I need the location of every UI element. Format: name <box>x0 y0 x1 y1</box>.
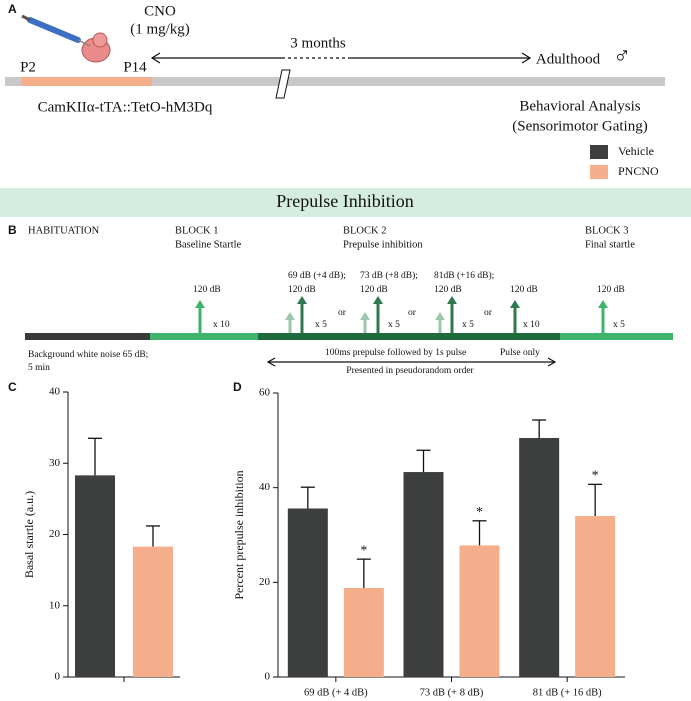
bar <box>403 472 444 677</box>
interval-arrow <box>150 52 532 64</box>
stimulus-label: 69 dB (+4 dB); <box>288 270 346 281</box>
arrow-head <box>510 300 520 308</box>
dose: (1 mg/kg) <box>130 21 190 37</box>
start-age: P2 <box>20 59 36 75</box>
bar <box>343 588 384 677</box>
note: 5 min <box>28 363 50 373</box>
significance: * <box>476 505 483 520</box>
arrow-head <box>598 300 608 308</box>
bar <box>519 437 560 677</box>
phase-title: BLOCK 2 <box>343 225 386 236</box>
banner-title: Prepulse Inhibition <box>276 191 414 211</box>
y-axis-label: Percent prepulse inhibition <box>232 470 246 599</box>
stimulus-label: 120 dB <box>360 285 388 295</box>
protocol-bar <box>25 333 673 340</box>
repeat: x 10 <box>213 320 230 330</box>
repeat: x 5 <box>388 320 400 330</box>
order-arrow <box>266 357 557 367</box>
panel-letter: A <box>8 2 17 16</box>
stimulus-label: 120 dB <box>434 285 462 295</box>
stimulus-label: 81dB (+16 dB); <box>434 270 494 281</box>
arrow-head <box>285 312 295 320</box>
injection-icon <box>21 14 111 63</box>
bar <box>459 545 500 677</box>
phase-title: HABITUATION <box>28 225 100 236</box>
arrow-head <box>447 296 457 304</box>
legend: Vehicle PNCNO <box>590 144 659 179</box>
arrow-head <box>360 312 370 320</box>
y-tick-label: 40 <box>259 481 271 493</box>
repeat: x 5 <box>315 320 327 330</box>
phase-subtitle: Prepulse inhibition <box>343 239 423 250</box>
phase-title: BLOCK 3 <box>585 225 628 236</box>
legend-label: PNCNO <box>618 164 659 178</box>
panel-letter: B <box>8 223 17 237</box>
y-tick-label: 40 <box>49 386 61 398</box>
x-tick-label: 73 dB (+ 8 dB) <box>420 687 484 698</box>
bar <box>75 475 115 677</box>
legend-swatch <box>590 145 608 159</box>
repeat: x 5 <box>462 320 474 330</box>
x-tick-label: 69 dB (+ 4 dB) <box>304 687 368 698</box>
y-tick-label: 0 <box>265 671 271 683</box>
repeat: x 10 <box>523 320 540 330</box>
stimulus-label: 120 dB <box>193 285 221 295</box>
analysis: Behavioral Analysis <box>519 98 640 114</box>
y-tick-label: 10 <box>49 599 61 611</box>
note: Presented in pseudorandom order <box>346 366 474 376</box>
stimulus-label: 120 dB <box>288 285 316 295</box>
separator: or <box>408 308 417 318</box>
significance: * <box>592 469 599 484</box>
bar <box>575 516 616 677</box>
separator: or <box>484 308 493 318</box>
arrow-head <box>373 296 383 304</box>
analysis: (Sensorimotor Gating) <box>512 118 647 134</box>
bar <box>287 508 328 677</box>
y-tick-label: 20 <box>49 528 61 540</box>
x-tick-label: 81 dB (+ 16 dB) <box>533 687 602 698</box>
timeline <box>5 77 665 86</box>
bar <box>133 546 173 677</box>
stimulus-label: 120 dB <box>597 285 625 295</box>
panel-letter: C <box>8 380 17 394</box>
y-axis-label: Basal startle (a.u.) <box>22 491 36 578</box>
separator: or <box>338 308 347 318</box>
treatment-window <box>22 77 152 86</box>
note: Background white noise 65 dB; <box>28 350 148 360</box>
banner <box>0 188 691 217</box>
note: Pulse only <box>500 348 540 358</box>
stimulus-arrows <box>195 296 608 333</box>
time-break <box>275 69 291 99</box>
adulthood: Adulthood <box>536 51 601 67</box>
stimulus-label: 120 dB <box>510 285 538 295</box>
phase-title: BLOCK 1 <box>175 225 218 236</box>
significance: * <box>360 543 367 558</box>
arrow-head <box>297 296 307 304</box>
stimulus-label: 73 dB (+8 dB); <box>360 270 418 281</box>
legend-swatch <box>590 165 608 179</box>
panel-letter: D <box>233 380 242 394</box>
interval: 3 months <box>290 35 346 51</box>
phase-subtitle: Baseline Startle <box>175 239 242 250</box>
phase-subtitle: Final startle <box>585 239 635 250</box>
end-age: P14 <box>123 59 147 75</box>
drug: CNO <box>144 3 176 19</box>
repeat: x 5 <box>613 320 625 330</box>
arrow-head <box>435 312 445 320</box>
charts: C Basal startle (a.u.) 0 10 20 30 40 D Percent p… <box>8 380 625 698</box>
y-tick-label: 60 <box>259 387 271 399</box>
arrow-head <box>195 300 205 308</box>
legend-label: Vehicle <box>618 144 654 158</box>
note: 100ms prepulse followed by 1s pulse <box>325 347 466 358</box>
y-tick-label: 0 <box>55 671 61 683</box>
y-tick-label: 20 <box>259 576 271 588</box>
sex-symbol: ♂ <box>613 44 631 70</box>
genotype: CamKIIα-tTA::TetO-hM3Dq <box>38 99 213 115</box>
y-tick-label: 30 <box>49 457 61 469</box>
